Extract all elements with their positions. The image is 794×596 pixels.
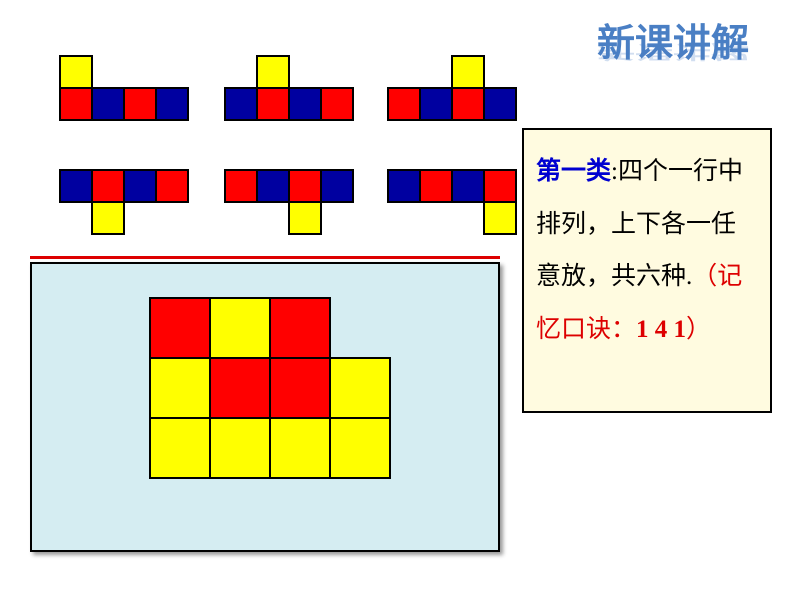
cube-net xyxy=(225,170,353,234)
big-cell xyxy=(269,417,331,479)
big-cell xyxy=(329,297,391,359)
net-cell xyxy=(155,87,189,121)
net-cell xyxy=(123,55,157,89)
net-cell xyxy=(288,55,322,89)
net-cell xyxy=(256,87,290,121)
net-cell xyxy=(483,201,517,235)
net-cell xyxy=(320,87,354,121)
net-cell xyxy=(155,55,189,89)
cube-net xyxy=(60,170,188,234)
net-cell xyxy=(123,87,157,121)
net-cell xyxy=(419,201,453,235)
net-cell xyxy=(224,169,258,203)
net-cell xyxy=(387,201,421,235)
nets-container xyxy=(30,50,500,250)
net-cell xyxy=(59,169,93,203)
net-cell xyxy=(387,169,421,203)
big-shape xyxy=(150,298,390,478)
net-cell xyxy=(320,169,354,203)
net-cell xyxy=(451,201,485,235)
net-cell xyxy=(224,87,258,121)
net-cell xyxy=(451,169,485,203)
big-cell xyxy=(149,417,211,479)
net-cell xyxy=(59,201,93,235)
net-cell xyxy=(483,169,517,203)
net-cell xyxy=(91,87,125,121)
net-cell xyxy=(320,201,354,235)
net-cell xyxy=(419,169,453,203)
cube-net xyxy=(60,56,188,120)
net-cell xyxy=(288,201,322,235)
net-cell xyxy=(91,169,125,203)
big-cell xyxy=(329,357,391,419)
cube-net xyxy=(225,56,353,120)
net-cell xyxy=(91,55,125,89)
net-cell xyxy=(387,55,421,89)
net-cell xyxy=(256,201,290,235)
net-cell xyxy=(320,55,354,89)
big-cell xyxy=(209,297,271,359)
net-cell xyxy=(155,201,189,235)
category-label: 第一类 xyxy=(536,158,611,185)
net-cell xyxy=(451,87,485,121)
mnemonic-suffix: ） xyxy=(686,316,711,343)
net-cell xyxy=(288,169,322,203)
big-cell xyxy=(269,357,331,419)
big-cell xyxy=(209,417,271,479)
net-cell xyxy=(451,55,485,89)
net-cell xyxy=(91,201,125,235)
cube-net xyxy=(388,170,516,234)
net-cell xyxy=(224,55,258,89)
mnemonic-code: 1 4 1 xyxy=(636,316,686,343)
big-cell xyxy=(269,297,331,359)
net-cell xyxy=(224,201,258,235)
cube-net xyxy=(388,56,516,120)
net-cell xyxy=(123,201,157,235)
big-cell xyxy=(329,417,391,479)
info-box: 第一类:四个一行中排列，上下各一任意放，共六种.（记忆口诀：1 4 1） xyxy=(522,128,772,413)
net-cell xyxy=(288,87,322,121)
net-cell xyxy=(483,87,517,121)
net-cell xyxy=(59,87,93,121)
net-cell xyxy=(155,169,189,203)
divider-line xyxy=(30,256,500,259)
net-cell xyxy=(123,169,157,203)
net-cell xyxy=(387,87,421,121)
net-cell xyxy=(483,55,517,89)
net-cell xyxy=(256,169,290,203)
net-cell xyxy=(419,55,453,89)
lesson-title: 新课讲解 xyxy=(597,12,749,67)
net-cell xyxy=(256,55,290,89)
big-cell xyxy=(209,357,271,419)
net-cell xyxy=(419,87,453,121)
big-cell xyxy=(149,357,211,419)
net-cell xyxy=(59,55,93,89)
big-cell xyxy=(149,297,211,359)
